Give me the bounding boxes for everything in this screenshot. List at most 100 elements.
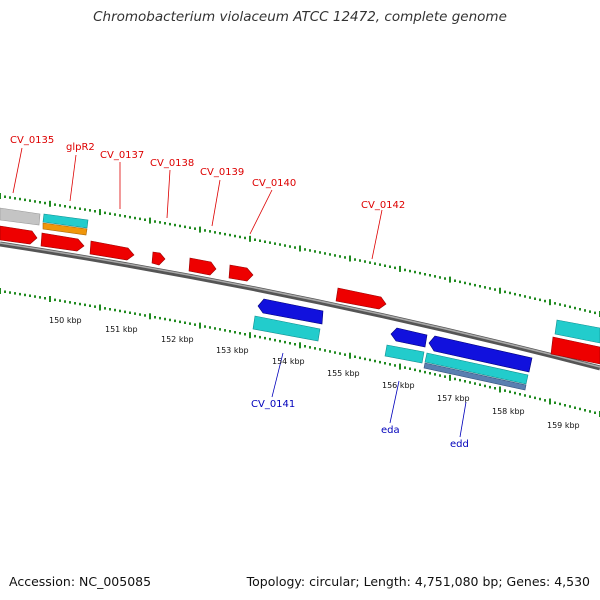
outer-tick bbox=[414, 270, 416, 274]
outer-tick bbox=[559, 303, 561, 306]
scale-tick bbox=[504, 389, 506, 392]
outer-tick bbox=[274, 242, 276, 245]
gray-feature[interactable] bbox=[0, 207, 41, 226]
rna-right-edge[interactable] bbox=[554, 319, 600, 344]
cds-cv-0137[interactable] bbox=[89, 240, 135, 261]
outer-tick bbox=[244, 236, 246, 240]
cds-cv-0141[interactable] bbox=[257, 298, 324, 325]
scale-tick bbox=[254, 334, 256, 338]
scale-tick bbox=[194, 323, 196, 326]
orange-feature[interactable] bbox=[42, 222, 88, 236]
scale-tick bbox=[204, 325, 206, 328]
label-cv-0140: CV_0140 bbox=[252, 178, 296, 189]
outer-tick bbox=[464, 281, 466, 285]
forward-label-leaders bbox=[12, 147, 383, 260]
outer-tick bbox=[74, 206, 76, 210]
scale-tick bbox=[119, 309, 121, 313]
outer-tick bbox=[119, 214, 121, 217]
label-cv-0139: CV_0139 bbox=[200, 167, 244, 178]
outer-tick bbox=[104, 211, 106, 215]
scale-tick bbox=[274, 338, 276, 342]
outer-tick bbox=[589, 310, 591, 313]
scale-tick bbox=[559, 402, 561, 406]
rna-cv-0141[interactable] bbox=[252, 315, 321, 342]
outer-tick bbox=[479, 285, 481, 288]
scale-tick bbox=[89, 304, 91, 307]
scale-tick bbox=[219, 328, 221, 331]
scale-tick bbox=[534, 396, 536, 400]
outer-tick bbox=[354, 258, 356, 261]
scale-tick bbox=[199, 322, 201, 329]
scale-tick bbox=[259, 335, 261, 339]
outer-tick bbox=[374, 262, 376, 265]
outer-tick bbox=[4, 195, 6, 198]
label-eda: eda bbox=[381, 425, 400, 436]
scale-tick bbox=[44, 297, 46, 300]
scale-tick bbox=[294, 343, 296, 346]
outer-tick bbox=[259, 239, 261, 242]
outer-tick bbox=[584, 309, 586, 312]
cds-cv-0142[interactable] bbox=[335, 287, 387, 310]
outer-tick bbox=[94, 210, 96, 213]
rna-eda[interactable] bbox=[384, 344, 425, 364]
scale-tick bbox=[584, 409, 586, 412]
scale-label-156: 156 kbp bbox=[382, 381, 415, 390]
outer-tick bbox=[404, 268, 406, 272]
cds-glpr2[interactable] bbox=[40, 232, 85, 252]
outer-tick bbox=[34, 200, 36, 203]
outer-tick bbox=[319, 251, 321, 254]
scale-tick bbox=[234, 331, 236, 334]
outer-tick bbox=[334, 254, 336, 257]
cds-cv-0140[interactable] bbox=[228, 264, 254, 282]
outer-tick bbox=[554, 302, 556, 305]
outer-tick bbox=[69, 205, 71, 209]
scale-tick bbox=[474, 382, 476, 385]
edd-sub-feature[interactable] bbox=[423, 362, 527, 391]
cds-cv-0135[interactable] bbox=[0, 225, 38, 245]
outer-tick bbox=[499, 287, 501, 294]
scale-tick bbox=[224, 329, 226, 332]
outer-tick bbox=[524, 295, 526, 298]
rna-edd[interactable] bbox=[424, 352, 529, 385]
scale-tick bbox=[209, 326, 211, 329]
outer-tick bbox=[434, 275, 436, 278]
cds-edd[interactable] bbox=[428, 335, 533, 373]
scale-tick bbox=[94, 305, 96, 308]
scale-tick bbox=[569, 405, 571, 408]
outer-tick bbox=[349, 255, 351, 262]
cds-cv-0138[interactable] bbox=[151, 251, 166, 266]
scale-tick bbox=[184, 321, 186, 324]
cds-cv-0139[interactable] bbox=[188, 257, 217, 276]
scale-tick bbox=[574, 406, 576, 409]
scale-tick bbox=[514, 391, 516, 395]
label-cv-0141: CV_0141 bbox=[251, 399, 295, 410]
outer-tick bbox=[59, 204, 61, 207]
cds-eda[interactable] bbox=[390, 327, 428, 348]
inner-tick-track bbox=[0, 288, 600, 417]
outer-tick bbox=[89, 209, 91, 212]
scale-tick bbox=[364, 357, 366, 361]
outer-tick bbox=[484, 286, 486, 289]
scale-tick bbox=[499, 386, 501, 393]
outer-tick bbox=[579, 308, 581, 311]
scale-tick bbox=[29, 294, 31, 297]
rna-feature[interactable] bbox=[42, 213, 89, 229]
scale-label-158: 158 kbp bbox=[492, 407, 525, 416]
outer-tick bbox=[149, 217, 151, 224]
cds-right-edge[interactable] bbox=[550, 336, 600, 365]
outer-tick bbox=[24, 198, 26, 202]
outer-tick bbox=[569, 305, 571, 309]
outer-tick bbox=[84, 208, 86, 211]
outer-tick bbox=[39, 201, 41, 204]
scale-tick bbox=[269, 337, 271, 341]
scale-label-151: 151 kbp bbox=[105, 325, 138, 334]
outer-tick bbox=[294, 246, 296, 249]
outer-tick bbox=[44, 201, 46, 205]
outer-tick bbox=[124, 215, 126, 218]
outer-tick bbox=[454, 279, 456, 282]
scale-tick bbox=[519, 393, 521, 396]
scale-tick bbox=[549, 398, 551, 405]
scale-tick bbox=[579, 407, 581, 411]
outer-tick bbox=[214, 231, 216, 234]
